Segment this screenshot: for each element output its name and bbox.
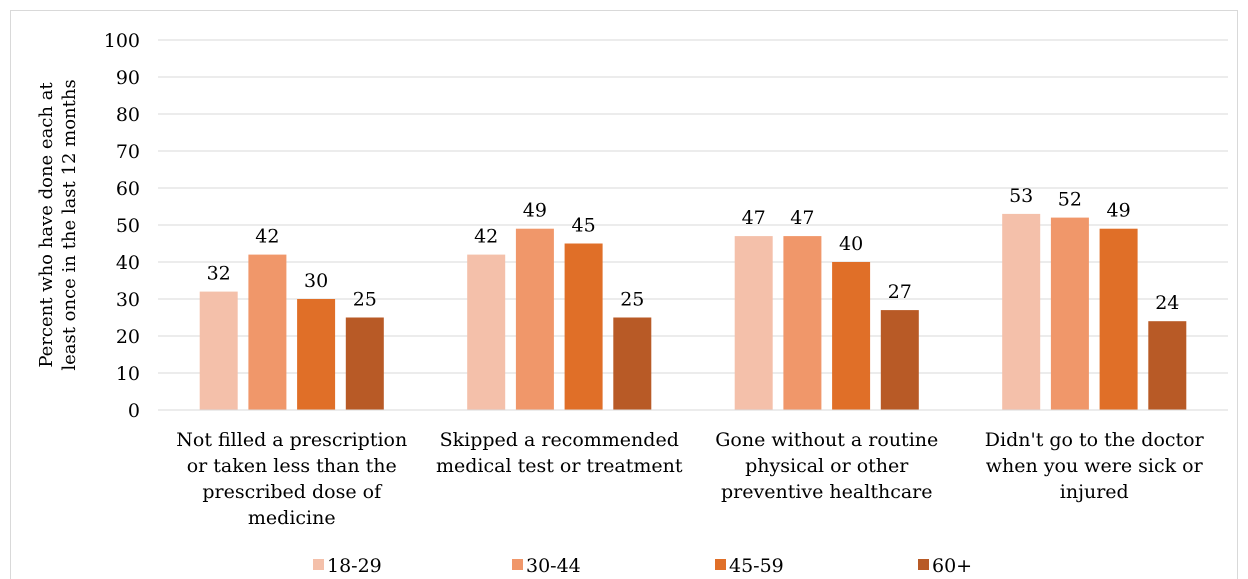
bar	[734, 236, 773, 410]
category-label-line: Skipped a recommended	[440, 429, 679, 451]
legend-label: 18-29	[327, 555, 382, 577]
bar	[467, 254, 506, 410]
y-tick-label: 40	[116, 252, 140, 274]
bar	[832, 262, 871, 410]
data-label: 25	[353, 289, 377, 311]
legend-swatch	[715, 559, 726, 570]
y-tick-label: 60	[116, 178, 140, 200]
category-label-line: Not filled a prescription	[176, 429, 407, 451]
data-label: 42	[474, 226, 498, 248]
category-label-line: medicine	[248, 507, 336, 529]
y-tick-label: 70	[116, 141, 140, 163]
data-label: 25	[620, 289, 644, 311]
data-label: 49	[1107, 200, 1131, 222]
bar	[880, 310, 919, 410]
y-axis-title-line: Percent who have done each at	[36, 82, 57, 368]
data-label: 45	[572, 215, 596, 237]
bar	[515, 228, 554, 410]
bar	[1050, 217, 1089, 410]
category-label-line: or taken less than the	[187, 455, 397, 477]
y-tick-label: 30	[116, 289, 140, 311]
data-label: 47	[790, 207, 814, 229]
bar	[1002, 213, 1041, 410]
legend-swatch	[313, 559, 324, 570]
category-label-line: Gone without a routine	[715, 429, 938, 451]
bar	[248, 254, 287, 410]
y-tick-label: 0	[128, 400, 140, 422]
data-label: 27	[888, 281, 912, 303]
bar	[613, 317, 652, 410]
y-tick-label: 80	[116, 104, 140, 126]
y-axis-title-line: least once in the last 12 months	[59, 79, 80, 370]
data-label: 40	[839, 233, 863, 255]
legend-label: 60+	[932, 555, 972, 577]
legend-label: 30-44	[526, 555, 581, 577]
bar	[345, 317, 384, 410]
category-label-line: Didn't go to the doctor	[985, 429, 1205, 451]
bar	[564, 243, 603, 410]
data-label: 42	[255, 226, 279, 248]
bar	[783, 236, 822, 410]
data-label: 30	[304, 270, 328, 292]
data-label: 47	[742, 207, 766, 229]
bar	[199, 291, 238, 410]
category-label: Not filled a prescription or taken less t…	[176, 429, 407, 529]
category-label-line: preventive healthcare	[721, 481, 933, 503]
y-tick-label: 100	[104, 30, 140, 52]
category-label: Skipped a recommended medical test or tre…	[436, 429, 683, 477]
category-label: Gone without a routine physical or other p…	[715, 429, 938, 503]
data-label: 52	[1058, 189, 1082, 211]
data-label: 24	[1155, 292, 1179, 314]
legend-label: 45-59	[729, 555, 784, 577]
category-label-line: medical test or treatment	[436, 455, 683, 477]
bar	[1099, 228, 1138, 410]
category-label-line: physical or other	[745, 455, 909, 477]
y-tick-label: 20	[116, 326, 140, 348]
category-label-line: injured	[1060, 481, 1129, 503]
category-label: Didn't go to the doctor when you were sic…	[985, 429, 1205, 503]
data-label: 49	[523, 200, 547, 222]
category-label-line: prescribed dose of	[202, 481, 383, 503]
data-label: 32	[207, 263, 231, 285]
y-tick-label: 10	[116, 363, 140, 385]
legend-swatch	[512, 559, 523, 570]
legend-swatch	[918, 559, 929, 570]
bar	[1148, 321, 1187, 410]
category-label-line: when you were sick or	[986, 455, 1204, 477]
bar	[297, 299, 336, 410]
y-tick-label: 50	[116, 215, 140, 237]
y-tick-label: 90	[116, 67, 140, 89]
data-label: 53	[1009, 185, 1033, 207]
y-axis-title: Percent who have done each at least once …	[36, 79, 80, 370]
